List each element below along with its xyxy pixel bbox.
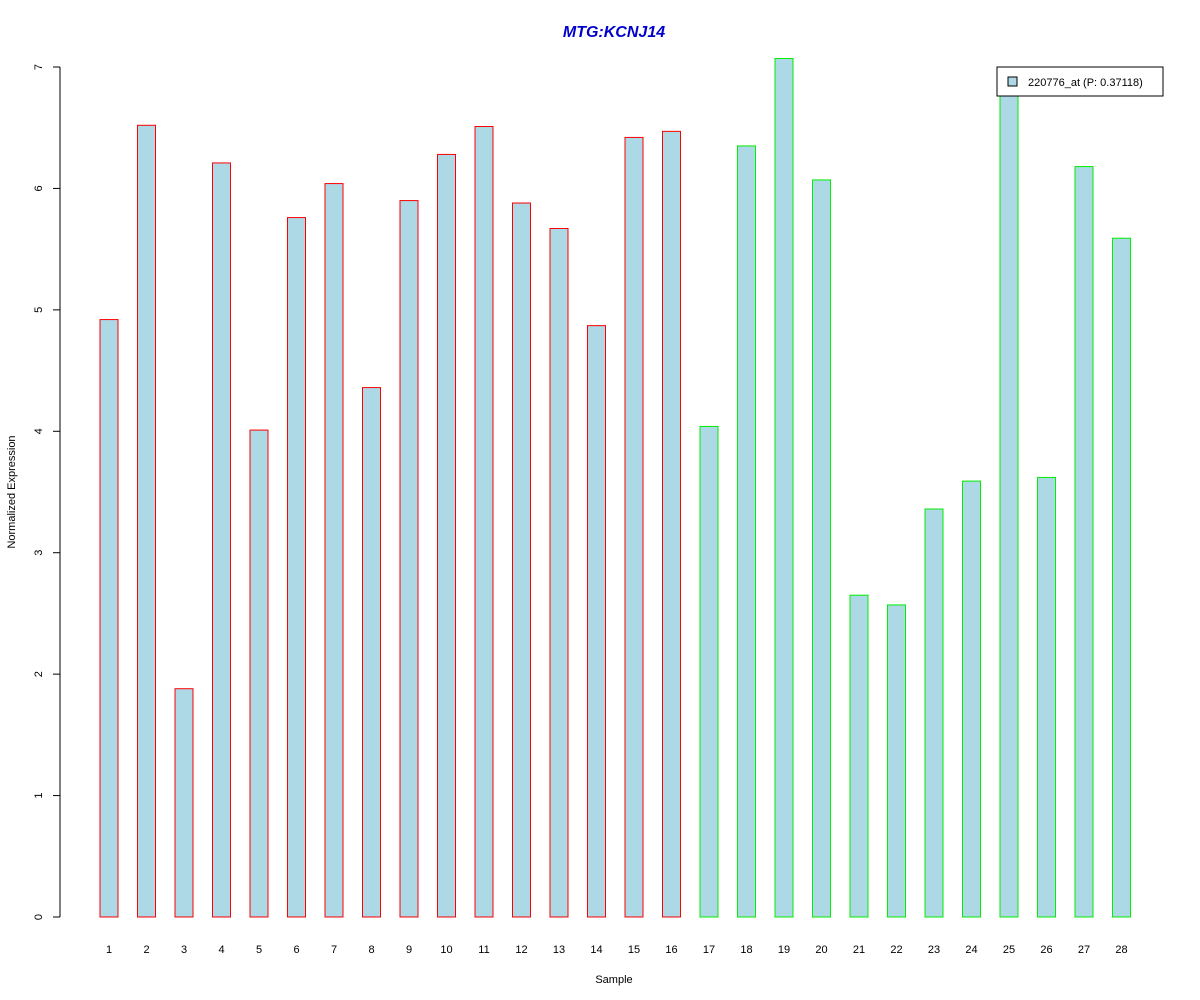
- bar: [774, 58, 794, 918]
- bar: [362, 387, 381, 918]
- bar: [249, 429, 269, 918]
- x-tick-label: 6: [293, 944, 299, 956]
- bar: [1112, 237, 1131, 918]
- x-tick-label: 22: [890, 944, 902, 956]
- x-tick-label: 9: [406, 944, 412, 956]
- x-tick-label: 11: [478, 944, 489, 956]
- bar: [662, 130, 681, 918]
- x-tick-label: 28: [1115, 944, 1127, 956]
- bar: [512, 202, 531, 918]
- bar: [1037, 476, 1056, 918]
- bar: [437, 153, 456, 918]
- bar: [887, 604, 906, 918]
- bar: [174, 688, 194, 918]
- bar: [812, 179, 831, 918]
- x-tick-label: 18: [740, 944, 752, 956]
- x-tick-label: 25: [1003, 944, 1015, 956]
- legend-swatch: [1007, 76, 1018, 87]
- y-tick-label: 1: [33, 793, 45, 799]
- bar: [399, 200, 419, 918]
- x-axis-label: Sample: [595, 974, 632, 986]
- x-tick-label: 16: [665, 944, 677, 956]
- y-axis-label: Normalized Expression: [6, 435, 18, 548]
- bar: [587, 325, 606, 918]
- bar: [999, 90, 1019, 918]
- bar: [849, 594, 869, 918]
- x-tick-label: 19: [778, 944, 790, 956]
- x-tick-label: 2: [143, 944, 149, 956]
- bar: [962, 480, 981, 918]
- bar: [99, 319, 119, 918]
- bar: [1074, 166, 1094, 918]
- x-tick-label: 27: [1078, 944, 1090, 956]
- bar: [287, 217, 306, 918]
- x-axis: 1 2 3 4 5 6 7 8 9 10 11 12 13 14 15 16 17 18 19 20 21 22 23 24 2…: [106, 944, 1128, 956]
- y-tick-label: 4: [33, 428, 45, 434]
- x-tick-label: 3: [181, 944, 187, 956]
- y-tick-label: 6: [33, 185, 45, 191]
- bars: [99, 58, 1131, 918]
- bar: [924, 508, 944, 918]
- legend-label: 220776_at (P: 0.37118): [1028, 77, 1143, 89]
- x-tick-label: 20: [815, 944, 827, 956]
- x-tick-label: 14: [590, 944, 602, 956]
- bar: [624, 136, 644, 918]
- x-tick-label: 24: [965, 944, 977, 956]
- x-tick-label: 13: [553, 944, 565, 956]
- x-tick-label: 8: [368, 944, 374, 956]
- bar: [212, 162, 231, 918]
- bar: [324, 183, 344, 918]
- bar: [549, 228, 569, 918]
- legend: 220776_at (P: 0.37118): [996, 66, 1164, 97]
- x-tick-label: 23: [928, 944, 940, 956]
- y-tick-label: 3: [33, 550, 45, 556]
- y-tick-label: 7: [33, 64, 45, 70]
- bar: [737, 145, 756, 918]
- x-tick-label: 15: [628, 944, 640, 956]
- x-tick-label: 17: [703, 944, 715, 956]
- x-tick-label: 5: [256, 944, 262, 956]
- y-tick-label: 2: [33, 671, 45, 677]
- x-tick-label: 12: [515, 944, 527, 956]
- legend-box: [996, 66, 1164, 97]
- x-tick-label: 4: [218, 944, 224, 956]
- x-tick-label: 21: [853, 944, 865, 956]
- x-tick-label: 10: [440, 944, 452, 956]
- y-tick-label: 5: [33, 307, 45, 313]
- x-tick-label: 7: [331, 944, 337, 956]
- x-tick-label: 1: [106, 944, 112, 956]
- y-axis: 0 1 2 3 4 5 6 7: [33, 64, 61, 920]
- chart-title: MTG:KCNJ14: [563, 24, 665, 41]
- y-tick-label: 0: [33, 914, 45, 920]
- bar: [474, 126, 494, 918]
- x-tick-label: 26: [1040, 944, 1052, 956]
- bar: [699, 425, 719, 918]
- bar: [137, 124, 156, 918]
